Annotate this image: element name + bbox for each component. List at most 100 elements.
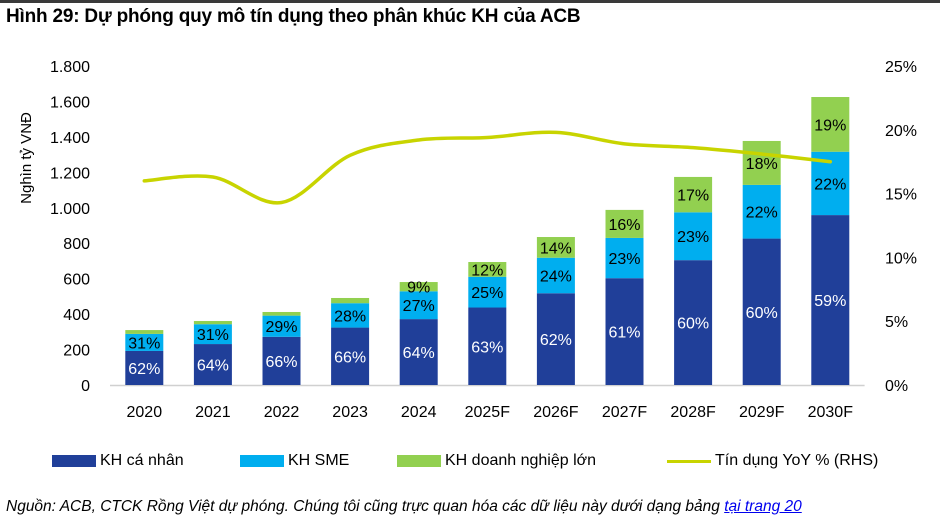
- bar-segment-sme: [262, 315, 301, 337]
- bar-data-label: 14%: [540, 240, 572, 257]
- y2-tick-label: 0%: [885, 378, 908, 395]
- y-tick-label: 1.000: [50, 201, 90, 218]
- bar-data-label: 16%: [608, 217, 640, 234]
- legend-swatch-corporate: [397, 455, 441, 467]
- bar-segment-personal: [605, 278, 644, 385]
- bar-segment-sme: [536, 257, 575, 294]
- y-tick-label: 0: [81, 378, 90, 395]
- bars: 62% 31% 64% 31% 66% 29% 66% 28% 64% 27%9% 63% 25% 12…: [125, 97, 850, 385]
- source-text: Nguồn: ACB, CTCK Rồng Việt dự phóng. Chú…: [6, 498, 725, 515]
- bar-data-label: 22%: [814, 176, 846, 193]
- bar-segment-personal: [674, 260, 713, 385]
- legend-label: KH cá nhân: [100, 452, 184, 469]
- bar-data-label: 29%: [265, 319, 297, 336]
- bar-data-label: 59%: [814, 293, 846, 310]
- bar-segment-corporate: [399, 282, 438, 292]
- y-tick-label: 1.600: [50, 94, 90, 111]
- figure-title: Hình 29: Dự phóng quy mô tín dụng theo p…: [6, 6, 581, 27]
- x-tick-label: 2024: [401, 404, 437, 421]
- y-tick-label: 1.400: [50, 130, 90, 147]
- bar-data-label: 17%: [677, 188, 709, 205]
- bar-data-label: 19%: [814, 117, 846, 134]
- bar-data-label: 64%: [403, 345, 435, 362]
- bar-segment-sme: [742, 184, 781, 239]
- bar-segment-corporate: [468, 262, 507, 277]
- y-tick-label: 800: [63, 236, 90, 253]
- bar-segment-corporate: [331, 297, 370, 304]
- bar-data-label: 24%: [540, 268, 572, 285]
- source-note: Nguồn: ACB, CTCK Rồng Việt dự phóng. Chú…: [6, 498, 802, 516]
- x-tick-label: 2026F: [533, 404, 579, 421]
- bar-segment-personal: [331, 327, 370, 385]
- bar-segment-sme: [468, 276, 507, 308]
- bar-data-label: 66%: [334, 349, 366, 366]
- y-tick-label: 200: [63, 343, 90, 360]
- bar-segment-sme: [605, 237, 644, 279]
- bar-segment-corporate: [674, 176, 713, 213]
- yoy-line: [142, 130, 833, 205]
- x-tick-label: 2023: [332, 404, 368, 421]
- bar-data-label: 31%: [197, 327, 229, 344]
- y2-tick-label: 10%: [885, 250, 917, 267]
- x-tick-label: 2027F: [602, 404, 648, 421]
- bar-segment-personal: [536, 293, 575, 385]
- y-axis-right: 0% 5% 10% 15% 20% 25%: [885, 59, 917, 395]
- bar-segment-personal: [193, 344, 232, 385]
- chart: 0 200 400 600 800 1.000 1.200 1.400 1.600 1.800 0…: [18, 59, 917, 421]
- bar-segment-corporate: [193, 321, 232, 325]
- y-tick-label: 600: [63, 272, 90, 289]
- legend-label: KH doanh nghiệp lớn: [445, 452, 597, 469]
- x-tick-label: 2022: [264, 404, 300, 421]
- y2-tick-label: 5%: [885, 314, 908, 331]
- bar-data-label: 27%: [403, 298, 435, 315]
- x-axis-ticks: 2020 2021 2022 2023 2024 2025F 2026F 2027F 2028F…: [127, 404, 854, 421]
- bar-data-label: 25%: [471, 285, 503, 302]
- bar-segment-sme: [674, 212, 713, 261]
- bar-segment-personal: [811, 215, 850, 385]
- legend-swatch-sme: [240, 455, 284, 467]
- bar-segment-personal: [399, 319, 438, 385]
- bar-segment-sme: [125, 333, 164, 351]
- y2-tick-label: 20%: [885, 123, 917, 140]
- x-tick-label: 2020: [127, 404, 163, 421]
- bar-data-label: 62%: [540, 332, 572, 349]
- legend-label: Tín dụng YoY % (RHS): [715, 452, 879, 469]
- legend-item-yoy: Tín dụng YoY % (RHS): [667, 450, 878, 472]
- x-tick-label: 2028F: [670, 404, 716, 421]
- bar-data-label: 23%: [608, 251, 640, 268]
- bar-data-label: 18%: [746, 156, 778, 173]
- y2-tick-label: 15%: [885, 187, 917, 204]
- bar-segment-corporate: [262, 311, 301, 316]
- bar-segment-personal: [262, 336, 301, 385]
- legend-swatch-personal: [52, 455, 96, 467]
- bar-data-label: 60%: [746, 305, 778, 322]
- x-tick-label: 2025F: [465, 404, 511, 421]
- page-link[interactable]: tại trang 20: [724, 498, 802, 515]
- bar-segment-corporate: [742, 140, 781, 185]
- bar-segment-corporate: [536, 237, 575, 258]
- bar-data-label: 28%: [334, 308, 366, 325]
- bar-data-label: 63%: [471, 339, 503, 356]
- legend-swatch-yoy-line: [667, 459, 711, 463]
- y2-tick-label: 25%: [885, 59, 917, 76]
- bar-segment-personal: [125, 350, 164, 385]
- legend-item-sme: KH SME: [240, 450, 349, 472]
- bar-segment-corporate: [125, 330, 164, 334]
- bar-segment-corporate: [811, 97, 850, 152]
- y-tick-label: 400: [63, 307, 90, 324]
- bar-data-label: 60%: [677, 316, 709, 333]
- bar-segment-personal: [742, 238, 781, 385]
- bar-data-label: 9%: [407, 280, 430, 297]
- bar-data-label: 23%: [677, 229, 709, 246]
- bar-data-label: 12%: [471, 262, 503, 279]
- y-tick-label: 1.200: [50, 165, 90, 182]
- bar-data-label: 22%: [746, 205, 778, 222]
- bar-data-label: 64%: [197, 358, 229, 375]
- bar-data-label: 62%: [128, 361, 160, 378]
- bar-segment-sme: [193, 324, 232, 345]
- bar-segment-corporate: [605, 209, 644, 238]
- bar-data-label: 66%: [265, 354, 297, 371]
- bar-data-label: 31%: [128, 335, 160, 352]
- bar-data-label: 61%: [608, 325, 640, 342]
- y-axis-label: Nghìn tỷ VNĐ: [18, 112, 35, 204]
